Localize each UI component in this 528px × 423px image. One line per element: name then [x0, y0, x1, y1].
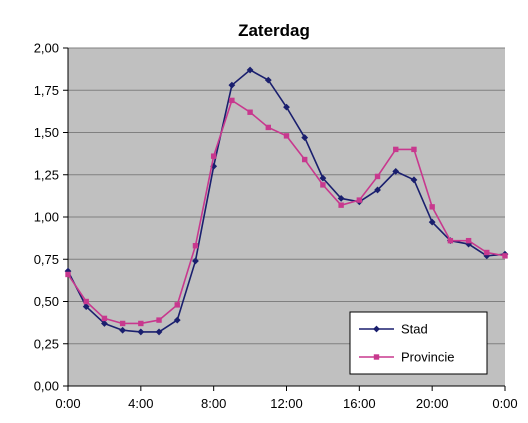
data-point	[265, 124, 271, 131]
data-point	[319, 174, 327, 182]
data-point	[411, 146, 417, 153]
data-point	[82, 303, 90, 310]
data-point	[229, 97, 235, 104]
data-point	[247, 109, 253, 115]
data-point	[410, 176, 418, 184]
data-point	[465, 237, 472, 244]
data-point	[393, 146, 399, 153]
x-tick-label: 0:00	[55, 396, 80, 411]
data-point	[83, 298, 89, 305]
legend: Stad Provincie	[349, 311, 488, 375]
data-point	[228, 81, 236, 89]
y-tick-label: 0,25	[34, 336, 59, 351]
data-point	[101, 315, 108, 322]
data-point	[302, 156, 308, 163]
data-point	[338, 202, 344, 208]
data-point	[173, 316, 181, 324]
legend-box	[349, 311, 488, 375]
data-point	[301, 134, 309, 141]
data-point	[320, 182, 326, 188]
data-point	[138, 320, 144, 327]
data-point	[283, 133, 290, 139]
data-point	[484, 249, 490, 256]
data-point	[137, 328, 145, 336]
x-axis: 0:00 4:00 8:00 12:00 16:00 20:00 0:00	[55, 386, 518, 411]
series-provincie	[65, 97, 508, 327]
data-point	[210, 162, 218, 170]
data-point	[210, 153, 217, 159]
legend-label: Stad	[401, 322, 428, 337]
y-tick-label: 1,00	[34, 210, 59, 225]
x-tick-label: 4:00	[128, 396, 153, 411]
data-point	[502, 253, 508, 259]
data-point	[428, 218, 436, 226]
data-point	[246, 66, 254, 74]
x-tick-label: 16:00	[343, 396, 376, 411]
y-tick-label: 0,00	[34, 379, 59, 394]
data-point	[174, 302, 180, 308]
data-point	[65, 271, 71, 278]
chart-title: Zaterdag	[238, 21, 310, 40]
y-tick-label: 0,50	[34, 294, 59, 309]
data-point	[155, 328, 163, 336]
data-point	[429, 204, 435, 210]
y-tick-label: 2,00	[34, 41, 59, 56]
x-tick-label: 12:00	[270, 396, 303, 411]
data-point	[264, 76, 272, 84]
data-point	[119, 326, 127, 334]
data-point	[101, 320, 108, 327]
data-point	[337, 195, 345, 202]
data-point	[392, 167, 400, 175]
legend-swatch-marker	[373, 354, 380, 360]
data-point	[156, 317, 162, 323]
y-tick-label: 1,25	[34, 167, 59, 182]
legend-label: Provincie	[401, 350, 454, 365]
data-point	[192, 257, 199, 265]
y-tick-label: 0,75	[34, 252, 59, 267]
data-point	[447, 237, 454, 244]
y-tick-label: 1,75	[34, 83, 59, 98]
x-tick-label: 20:00	[416, 396, 449, 411]
data-point	[374, 186, 381, 194]
legend-swatch-marker	[373, 325, 380, 333]
x-tick-label: 0:00	[492, 396, 517, 411]
data-point	[374, 173, 381, 180]
data-point	[356, 197, 363, 203]
data-point	[119, 320, 126, 327]
x-tick-label: 8:00	[201, 396, 226, 411]
data-point	[192, 243, 199, 249]
series-layer	[64, 66, 509, 336]
data-point	[283, 103, 290, 111]
y-tick-label: 1,50	[34, 125, 59, 140]
